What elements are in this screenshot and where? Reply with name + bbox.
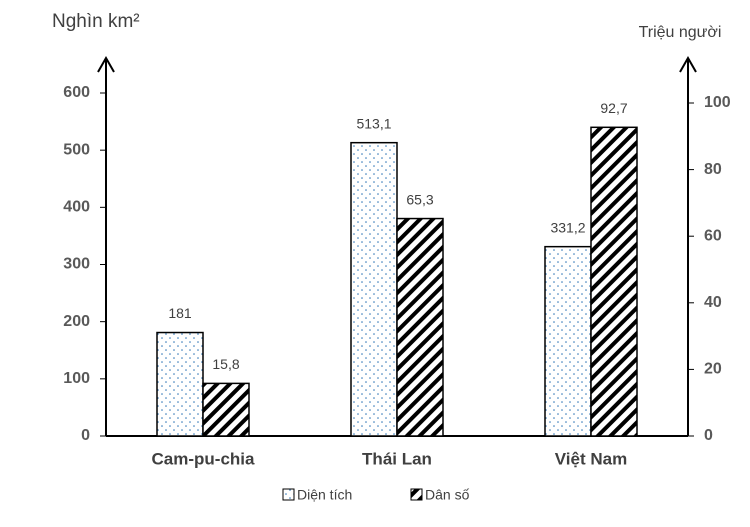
value-label: 92,7: [600, 100, 627, 116]
bar: [202, 382, 250, 437]
y-tick-label: 600: [63, 84, 90, 101]
value-label: 513,1: [356, 115, 391, 131]
y-tick-label: 500: [63, 141, 90, 158]
y-tick-label: 200: [63, 313, 90, 330]
y-tick-label: 100: [63, 370, 90, 387]
y2-tick-label: 100: [704, 94, 731, 111]
y2-axis-label: Triệu người: [639, 24, 722, 41]
y-axis-label: Nghìn km²: [52, 11, 140, 32]
y-axis-arrow: [97, 55, 115, 73]
bar: [590, 126, 638, 437]
x-tick-label: Việt Nam: [555, 449, 627, 468]
x-tick-label: Cam-pu-chia: [152, 449, 256, 468]
y2-tick-label: 0: [704, 427, 713, 444]
y-tick-label: 300: [63, 256, 90, 273]
y-tick-label: 400: [63, 199, 90, 216]
y-tick-label: 0: [81, 427, 90, 444]
legend-label: Dân số: [425, 487, 470, 503]
bar: [156, 331, 204, 437]
x-tick-label: Thái Lan: [362, 449, 432, 468]
legend-swatch: [282, 488, 295, 501]
bar: [544, 245, 592, 437]
legend-swatch: [410, 488, 423, 501]
value-label: 15,8: [212, 356, 239, 372]
legend-label: Diện tích: [297, 487, 352, 503]
value-label: 181: [168, 305, 192, 321]
y2-tick-label: 60: [704, 227, 722, 244]
value-label: 331,2: [550, 219, 585, 235]
y2-tick-label: 80: [704, 161, 722, 178]
y2-tick-label: 40: [704, 294, 722, 311]
bar: [396, 217, 444, 437]
bar: [350, 141, 398, 437]
y2-axis-arrow: [679, 55, 697, 73]
value-label: 65,3: [406, 191, 433, 207]
y2-tick-label: 20: [704, 361, 722, 378]
